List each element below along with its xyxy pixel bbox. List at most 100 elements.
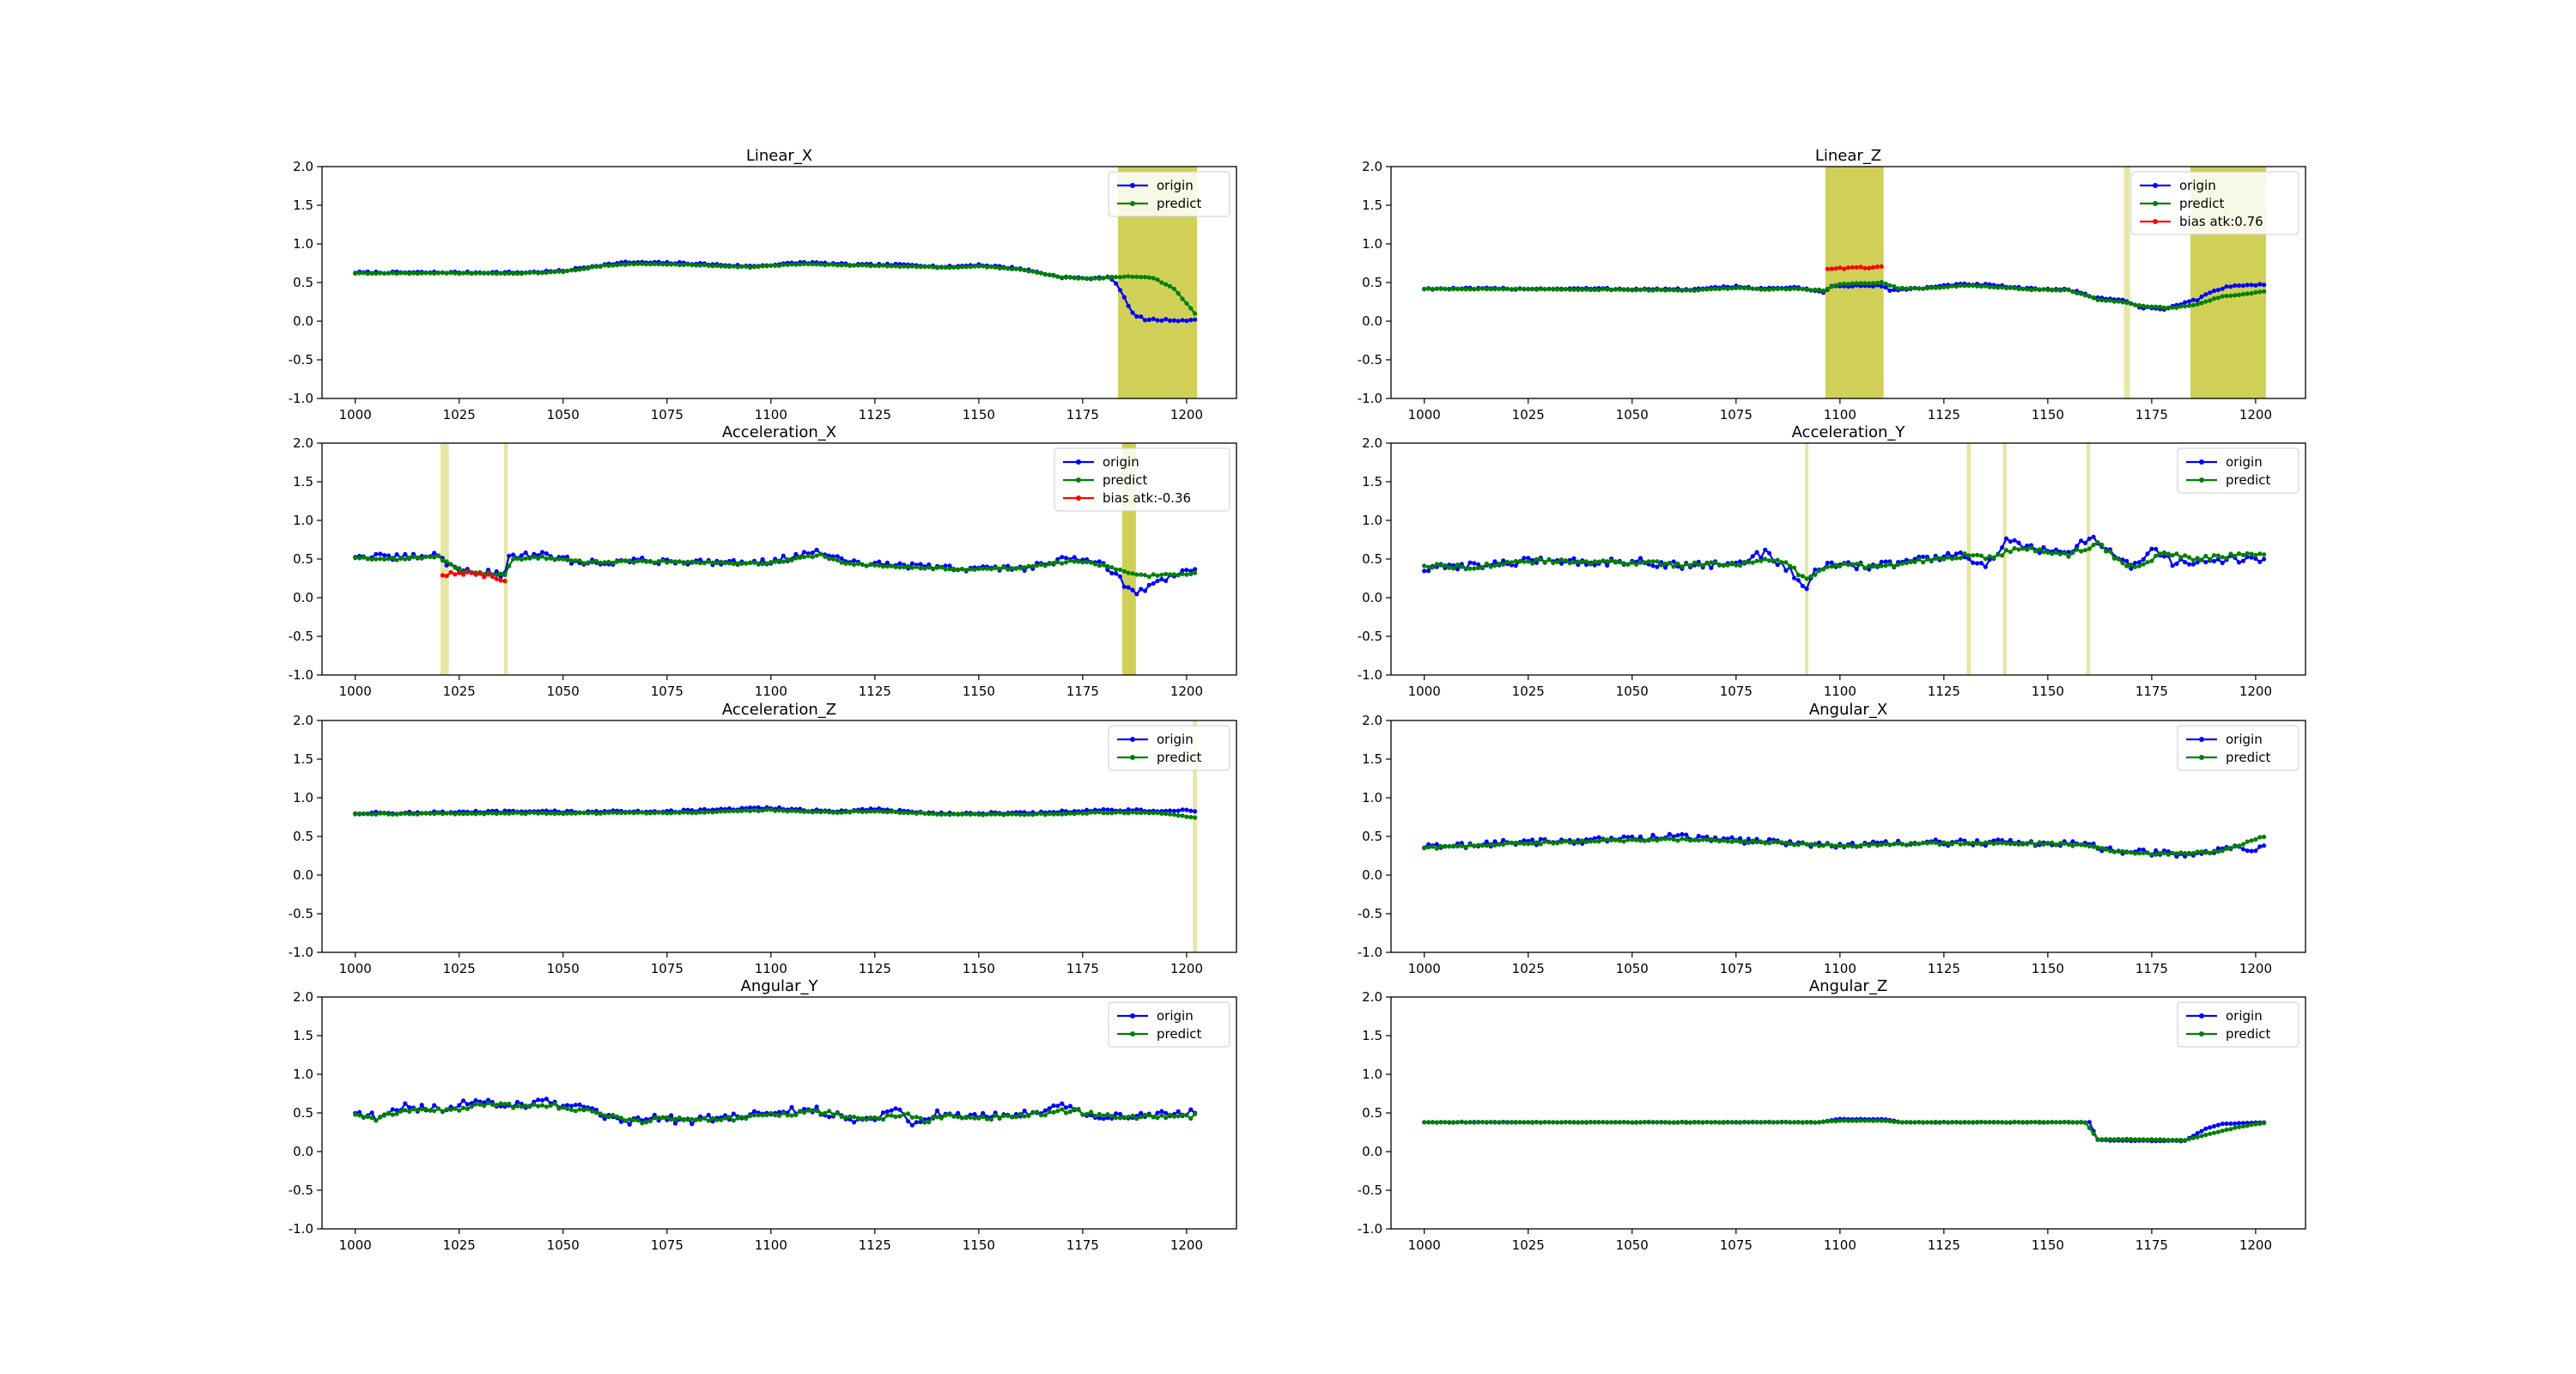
data-point: [457, 811, 462, 817]
data-point: [1838, 282, 1843, 287]
data-point: [1671, 564, 1676, 569]
data-point: [2199, 1128, 2204, 1134]
data-point: [909, 565, 914, 570]
x-tick-label: 1150: [963, 407, 995, 423]
data-point: [1709, 560, 1714, 565]
data-point: [1655, 838, 1660, 843]
x-tick-label: 1200: [2239, 1237, 2272, 1253]
data-point: [1060, 1107, 1065, 1112]
data-point: [880, 1110, 886, 1116]
data-point: [615, 559, 620, 564]
data-point: [1908, 1120, 1913, 1125]
data-point: [1941, 556, 1947, 562]
data-point: [2233, 1125, 2238, 1130]
data-point: [1634, 288, 1639, 293]
legend-marker: [1076, 495, 1081, 501]
y-tick-label: 2.0: [293, 989, 313, 1005]
data-point: [1646, 288, 1651, 293]
data-point: [735, 561, 740, 566]
data-point: [1617, 287, 1622, 292]
data-point: [1978, 561, 1984, 566]
series-markers: [353, 259, 1198, 324]
data-point: [1592, 562, 1597, 568]
data-point: [1126, 585, 1131, 590]
data-point: [435, 553, 441, 558]
data-point: [1759, 287, 1764, 292]
data-point: [1966, 283, 1971, 289]
data-point: [1026, 1113, 1031, 1118]
data-point: [2224, 1127, 2229, 1133]
data-point: [697, 557, 703, 562]
x-tick-label: 1200: [2239, 684, 2272, 699]
data-point: [1114, 567, 1119, 572]
data-point: [968, 567, 973, 572]
data-point: [1472, 843, 1477, 848]
data-point: [573, 1109, 578, 1114]
data-point: [386, 556, 392, 562]
data-point: [1538, 836, 1543, 842]
data-point: [1492, 839, 1498, 844]
data-point: [357, 1113, 362, 1118]
data-point: [2208, 290, 2213, 295]
data-point: [731, 1111, 736, 1116]
data-point: [1862, 842, 1868, 847]
data-point: [1746, 560, 1751, 565]
data-point: [814, 1104, 819, 1110]
data-point: [880, 263, 886, 268]
data-point: [1958, 550, 1963, 556]
data-point: [1134, 592, 1139, 597]
data-point: [1588, 1120, 1593, 1125]
data-point: [1621, 839, 1626, 844]
data-point: [602, 1116, 607, 1122]
data-point: [872, 263, 878, 268]
data-point: [1151, 572, 1156, 577]
data-point: [1655, 287, 1660, 292]
data-point: [1958, 556, 1963, 561]
data-point: [1018, 566, 1023, 571]
data-point: [748, 808, 753, 814]
data-point: [2158, 304, 2163, 309]
data-point: [2045, 287, 2050, 293]
data-point: [577, 811, 582, 816]
data-point: [1580, 1120, 1585, 1125]
data-point: [1662, 565, 1668, 570]
data-point: [927, 812, 932, 817]
data-point: [1076, 1107, 1081, 1112]
data-point: [1795, 286, 1801, 291]
data-point: [843, 1115, 848, 1120]
data-point: [884, 264, 890, 269]
data-point: [552, 270, 557, 275]
data-point: [419, 1107, 424, 1112]
data-point: [2262, 289, 2267, 294]
data-point: [489, 1102, 495, 1107]
data-point: [565, 1103, 570, 1108]
data-point: [1551, 1120, 1556, 1125]
data-point: [494, 1103, 499, 1108]
data-point: [1022, 565, 1027, 570]
data-point: [1983, 564, 1988, 569]
data-point: [590, 560, 595, 565]
data-point: [623, 810, 629, 816]
data-point: [1650, 559, 1656, 564]
data-point: [972, 1116, 977, 1121]
y-tick-label: 1.5: [1362, 751, 1382, 767]
data-point: [2124, 558, 2129, 564]
data-point: [922, 811, 927, 816]
data-point: [1171, 812, 1176, 818]
data-point: [1159, 572, 1164, 577]
data-point: [1010, 566, 1015, 571]
data-point: [398, 1109, 404, 1114]
data-point: [681, 561, 686, 566]
data-point: [1121, 811, 1127, 816]
data-point: [2091, 844, 2096, 849]
data-point: [1754, 286, 1759, 291]
data-point: [2215, 556, 2221, 562]
data-point: [361, 271, 366, 276]
data-point: [2025, 287, 2030, 292]
data-point: [1817, 840, 1822, 845]
data-point: [1912, 559, 1917, 565]
data-point: [1696, 288, 1701, 293]
data-point: [1904, 1120, 1909, 1125]
data-point: [403, 551, 408, 556]
data-point: [544, 270, 550, 276]
